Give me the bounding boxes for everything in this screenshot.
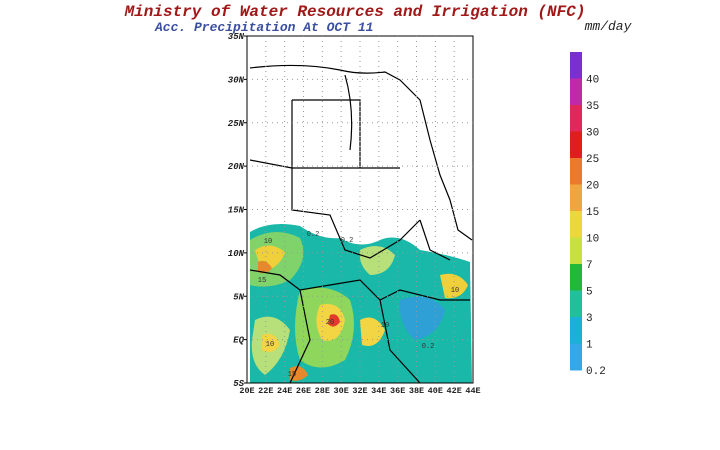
colorbar-segment	[570, 158, 582, 185]
lat-label: 15N	[228, 206, 245, 216]
border	[292, 99, 361, 168]
subtitle: Acc. Precipitation At OCT 11	[154, 20, 373, 35]
lat-label: EQ	[233, 336, 244, 346]
contour-label: 0.2	[341, 237, 354, 245]
lat-label: 20N	[228, 162, 245, 172]
lat-label: 30N	[228, 75, 245, 85]
border	[249, 269, 470, 301]
colorbar-segment	[570, 264, 582, 291]
contour-label: 10	[264, 238, 272, 246]
rain-field	[360, 317, 385, 346]
rain-field	[328, 314, 340, 327]
lat-label: 35N	[228, 32, 245, 42]
colorbar-segment	[570, 237, 582, 265]
colorbar-label: 3	[586, 313, 593, 325]
contour-label: 10	[266, 341, 274, 349]
colorbar-label: 30	[586, 128, 599, 140]
colorbar-segment	[570, 184, 582, 212]
colorbar-label: 10	[586, 234, 599, 246]
border	[419, 219, 451, 261]
lon-label: 32E	[352, 386, 367, 396]
colorbar-segment	[570, 105, 582, 132]
lat-label: 10N	[228, 249, 245, 259]
colorbar-label: 1	[586, 340, 593, 352]
lon-label: 42E	[447, 386, 462, 396]
lon-label: 26E	[296, 386, 311, 396]
lat-label: 5N	[233, 292, 244, 302]
colorbar-segment	[570, 290, 582, 318]
unit-label: mm/day	[585, 19, 633, 34]
lon-label: 40E	[428, 386, 443, 396]
colorbar-segment	[570, 78, 582, 106]
lon-label: 44E	[465, 386, 480, 396]
colorbar-label: 25	[586, 154, 599, 166]
lon-label: 30E	[334, 386, 349, 396]
colorbar-segment	[570, 52, 582, 79]
colorbar-label: 15	[586, 207, 599, 219]
lat-label: 25N	[228, 119, 245, 129]
rain-field	[440, 273, 468, 299]
colorbar-segment	[570, 131, 582, 159]
colorbar-label: 40	[586, 75, 599, 87]
river	[344, 74, 353, 151]
contour-label: 10	[381, 322, 389, 330]
contour-label: 0.2	[307, 231, 320, 239]
colorbar-label: 35	[586, 101, 599, 113]
contour-label: 0.2	[422, 343, 435, 351]
lon-label: 24E	[277, 386, 292, 396]
colorbar-label: 7	[586, 260, 593, 272]
colorbar-segment	[570, 317, 582, 344]
colorbar-label: 0.2	[586, 366, 606, 378]
border	[249, 159, 421, 259]
lon-label: 28E	[315, 386, 330, 396]
lon-label: 34E	[371, 386, 386, 396]
title: Ministry of Water Resources and Irrigati…	[124, 3, 586, 21]
contour-label: 20	[326, 319, 334, 327]
contour-label: 10	[451, 287, 459, 295]
contour-label: 15	[258, 277, 266, 285]
rain-field	[359, 246, 395, 275]
rain-field	[258, 260, 272, 274]
contour-label: 15	[288, 371, 296, 379]
colorbar-label: 20	[586, 181, 599, 193]
rain-field	[399, 296, 445, 340]
colorbar-label: 5	[586, 287, 593, 299]
coastline	[249, 64, 473, 241]
colorbar-segment	[570, 211, 582, 238]
lon-label: 20E	[239, 386, 254, 396]
map	[249, 64, 473, 384]
colorbar-segment	[570, 343, 582, 371]
lat-label: 5S	[233, 379, 244, 389]
rain-field	[290, 366, 308, 381]
rain-field	[262, 333, 280, 353]
border	[379, 299, 421, 384]
lon-label: 38E	[409, 386, 424, 396]
lon-label: 22E	[258, 386, 273, 396]
lon-label: 36E	[390, 386, 405, 396]
